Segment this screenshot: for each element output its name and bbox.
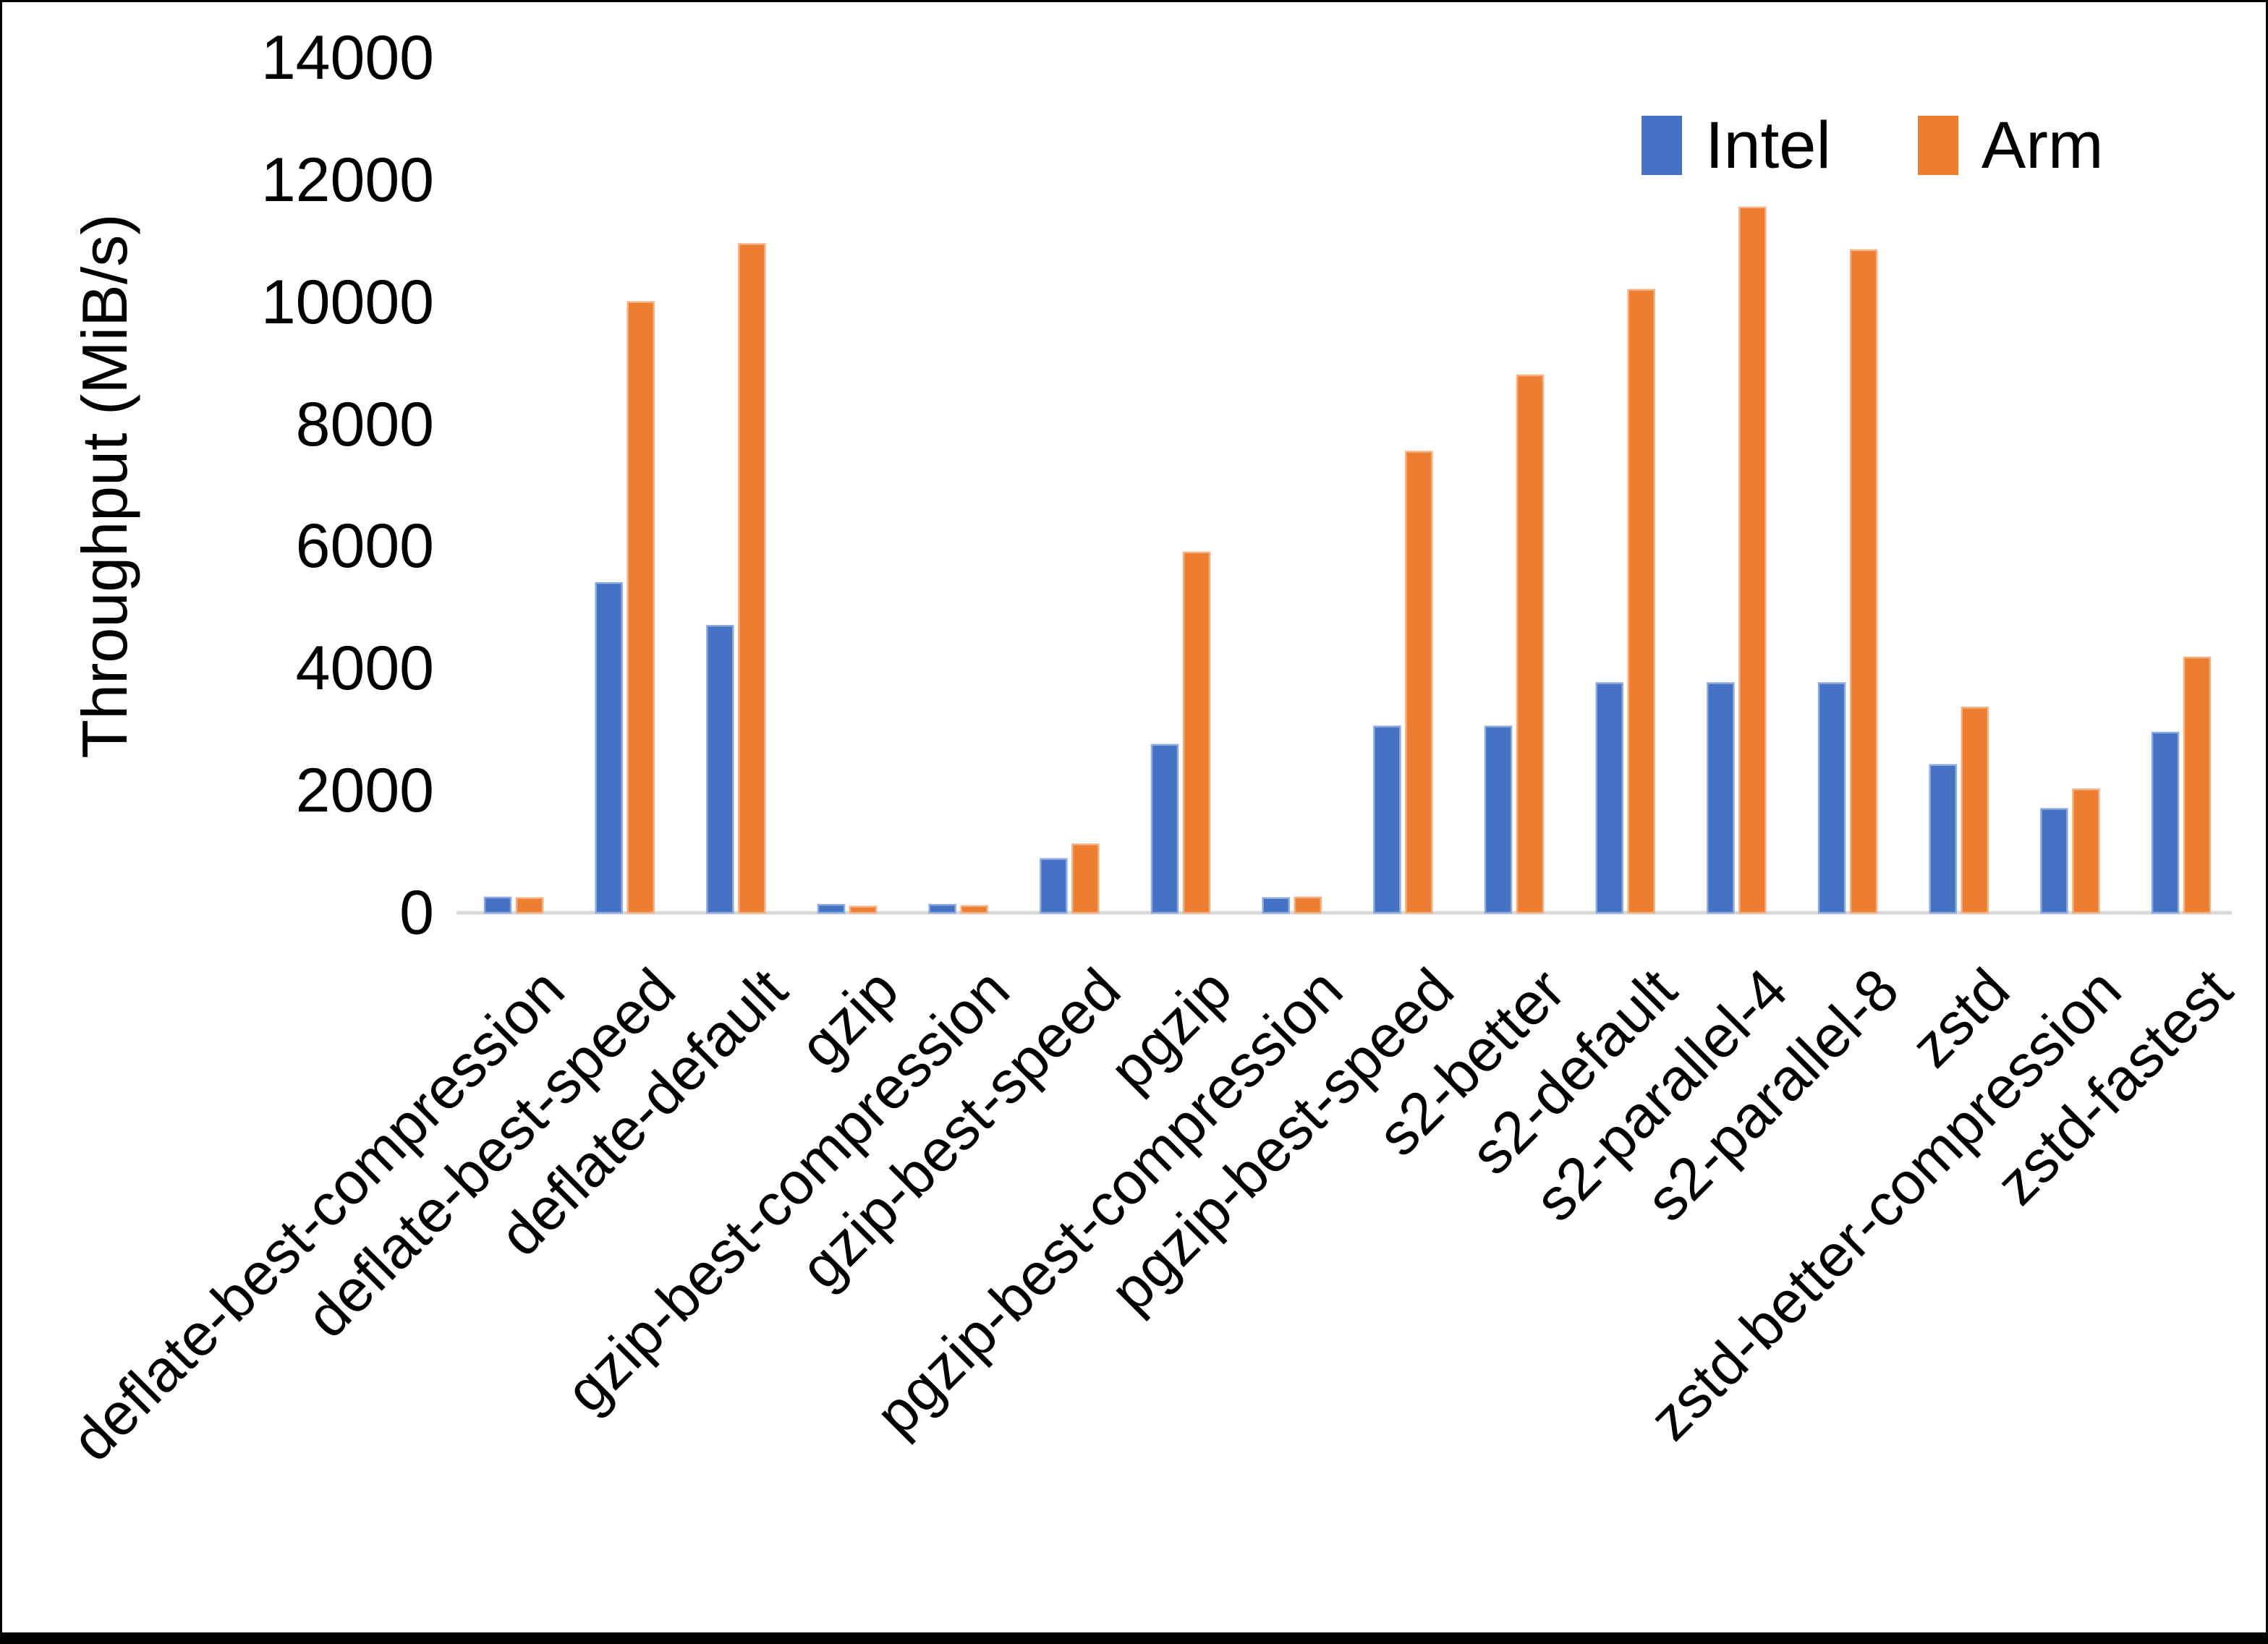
bar-arm-gzip-best-compression	[960, 905, 988, 914]
intel-swatch-icon	[1641, 116, 1682, 175]
bar-arm-deflate-best-speed	[627, 301, 655, 914]
y-tick-0: 0	[399, 878, 434, 947]
bar-arm-pgzip-best-speed	[1405, 451, 1433, 914]
bar-intel-gzip-best-compression	[928, 903, 956, 914]
y-tick-8000: 8000	[295, 389, 434, 459]
y-tick-4000: 4000	[295, 634, 434, 704]
legend-item-intel: Intel	[1641, 109, 1831, 182]
bar-arm-zstd-fastest	[2183, 656, 2212, 914]
bar-intel-zstd-fastest	[2151, 731, 2180, 914]
y-tick-14000: 14000	[260, 23, 434, 93]
bar-arm-gzip-best-speed	[1071, 843, 1100, 914]
y-tick-6000: 6000	[295, 511, 434, 582]
bar-intel-zstd	[1929, 764, 1957, 914]
arm-swatch-icon	[1917, 116, 1958, 175]
bar-arm-pgzip-best-compression	[1294, 896, 1322, 914]
legend: Intel Arm	[1641, 109, 2104, 182]
bar-intel-s2-default	[1595, 682, 1623, 914]
y-tick-2000: 2000	[295, 756, 434, 826]
bar-intel-s2-parallel-8	[1817, 682, 1846, 914]
bar-arm-s2-parallel-8	[1849, 249, 1878, 914]
legend-label-intel: Intel	[1705, 108, 1831, 182]
bar-intel-gzip-best-speed	[1040, 858, 1068, 914]
bar-arm-deflate-default	[738, 243, 766, 914]
bar-arm-zstd-better-compression	[2072, 788, 2100, 914]
bar-intel-zstd-better-compression	[2040, 808, 2068, 914]
bar-intel-deflate-best-speed	[595, 582, 623, 914]
y-tick-12000: 12000	[260, 145, 434, 215]
bar-arm-s2-better	[1516, 374, 1545, 914]
y-axis-title: Throughput (MiB/s)	[69, 213, 140, 759]
legend-label-arm: Arm	[1981, 108, 2104, 182]
legend-item-arm: Arm	[1917, 108, 2104, 182]
bar-arm-s2-parallel-4	[1738, 206, 1767, 914]
bar-intel-gzip	[817, 903, 846, 914]
bar-arm-s2-default	[1627, 289, 1655, 914]
bar-arm-deflate-best-compression	[515, 897, 544, 914]
bar-intel-pgzip-best-compression	[1262, 897, 1290, 914]
bar-arm-gzip	[849, 906, 878, 914]
bar-intel-deflate-default	[706, 624, 734, 914]
bottom-border-bar	[2, 1632, 2266, 1642]
bar-intel-deflate-best-compression	[483, 896, 512, 914]
bar-arm-zstd	[1961, 707, 1989, 914]
bar-intel-pgzip-best-speed	[1373, 725, 1401, 914]
bar-arm-pgzip	[1182, 551, 1211, 914]
bar-intel-pgzip	[1150, 744, 1179, 914]
bar-intel-s2-better	[1484, 725, 1513, 914]
bar-intel-s2-parallel-4	[1707, 682, 1735, 914]
y-tick-10000: 10000	[260, 267, 434, 337]
